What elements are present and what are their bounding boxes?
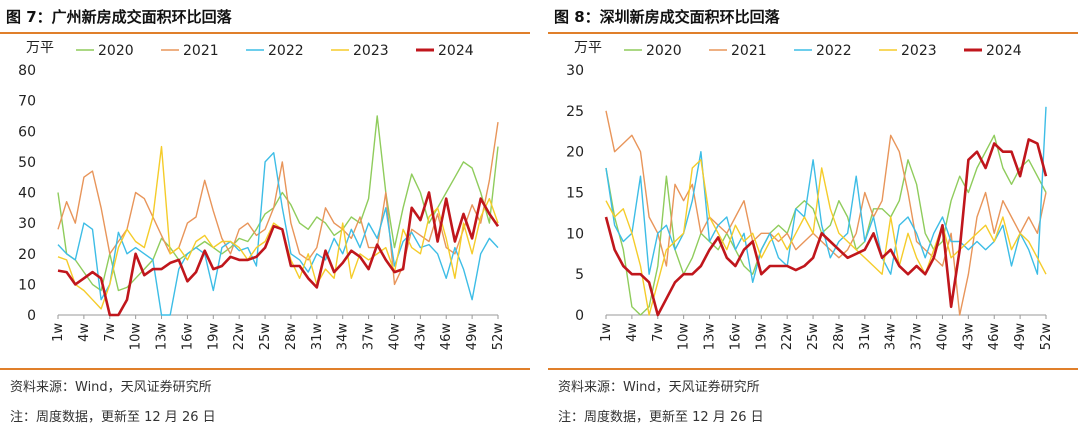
legend-label-2021: 2021 <box>183 43 219 59</box>
legend-label-2021: 2021 <box>731 43 767 59</box>
x-tick-label: 46w <box>439 323 454 351</box>
x-tick-label: 10w <box>129 323 144 351</box>
y-tick-label: 10 <box>18 277 36 293</box>
legend-label-2022: 2022 <box>268 43 304 59</box>
y-tick-label: 70 <box>18 94 36 110</box>
x-tick-label: 43w <box>961 323 976 351</box>
x-tick-label: 37w <box>362 323 377 351</box>
y-tick-label: 20 <box>566 145 584 161</box>
x-tick-label: 28w <box>832 323 847 351</box>
legend-label-2023: 2023 <box>901 43 937 59</box>
series-line-2021 <box>605 110 1047 316</box>
title-divider <box>548 32 1078 34</box>
chart-panel-guangzhou: 图 7：广州新房成交面积环比回落 万平 0 10 20 30 40 50 60 70 80 1w 4w… <box>0 0 530 431</box>
x-tick-label: 19w <box>754 323 769 351</box>
y-tick-label: 10 <box>566 226 584 242</box>
x-tick-label: 13w <box>155 323 170 351</box>
y-tick-label: 5 <box>575 267 584 283</box>
series-line-2023 <box>57 145 499 310</box>
y-tick-label: 0 <box>575 308 584 324</box>
y-tick-label: 40 <box>18 186 36 202</box>
x-tick-label: 34w <box>336 323 351 351</box>
x-tick-label: 1w <box>599 323 614 342</box>
x-tick-label: 16w <box>728 323 743 351</box>
x-tick-label: 28w <box>284 323 299 351</box>
x-tick-label: 25w <box>806 323 821 351</box>
x-tick-label: 34w <box>884 323 899 351</box>
x-tick-label: 1w <box>51 323 66 342</box>
y-tick-label: 30 <box>566 63 584 79</box>
footer-divider <box>548 368 1078 370</box>
title-divider <box>0 32 530 34</box>
y-tick-label: 80 <box>18 63 36 79</box>
update-note: 注：周度数据，更新至 12 月 26 日 <box>10 410 216 425</box>
legend-label-2024: 2024 <box>438 43 474 59</box>
line-chart-guangzhou: 万平 0 10 20 30 40 50 60 70 80 1w 4w 7w 10w 13w 16w 19w 22w… <box>18 40 506 351</box>
footer-divider <box>0 368 530 370</box>
series-line-2024 <box>57 191 500 317</box>
x-tick-label: 31w <box>858 323 873 351</box>
line-chart-shenzhen: 万平 0 5 10 15 20 25 30 1w 4w 7w 10w 13w 16w 19w 22w 25w 28… <box>566 40 1054 351</box>
chart-title: 图 7：广州新房成交面积环比回落 <box>6 8 232 26</box>
y-tick-label: 60 <box>18 124 36 140</box>
x-tick-label: 4w <box>625 323 640 342</box>
x-tick-label: 19w <box>206 323 221 351</box>
source-note: 资料来源：Wind，天风证券研究所 <box>10 380 212 395</box>
legend-label-2020: 2020 <box>98 43 134 59</box>
legend-label-2023: 2023 <box>353 43 389 59</box>
x-tick-label: 10w <box>677 323 692 351</box>
x-tick-label: 4w <box>77 323 92 342</box>
series-line-2022 <box>605 106 1047 284</box>
chart-title: 图 8：深圳新房成交面积环比回落 <box>554 8 780 26</box>
legend-label-2022: 2022 <box>816 43 852 59</box>
legend-label-2024: 2024 <box>986 43 1022 59</box>
y-tick-label: 30 <box>18 216 36 232</box>
x-tick-label: 25w <box>258 323 273 351</box>
legend-label-2020: 2020 <box>646 43 682 59</box>
x-tick-label: 40w <box>935 323 950 351</box>
x-tick-label: 40w <box>387 323 402 351</box>
y-tick-label: 0 <box>27 308 36 324</box>
x-tick-label: 49w <box>1013 323 1028 351</box>
y-tick-label: 20 <box>18 247 36 263</box>
x-tick-label: 22w <box>232 323 247 351</box>
x-tick-label: 52w <box>1039 323 1054 351</box>
y-tick-label: 50 <box>18 155 36 171</box>
x-tick-label: 7w <box>103 323 118 342</box>
y-axis-label: 万平 <box>26 40 54 56</box>
source-note: 资料来源：Wind，天风证券研究所 <box>558 380 760 395</box>
x-tick-label: 49w <box>465 323 480 351</box>
x-tick-label: 31w <box>310 323 325 351</box>
update-note: 注：周度数据，更新至 12 月 26 日 <box>558 410 764 425</box>
x-tick-label: 16w <box>180 323 195 351</box>
series-line-2023 <box>605 159 1047 316</box>
series-line-2024 <box>604 138 1048 317</box>
x-tick-label: 22w <box>780 323 795 351</box>
series-line-2022 <box>57 151 499 316</box>
x-tick-label: 43w <box>413 323 428 351</box>
y-tick-label: 25 <box>566 104 584 120</box>
y-tick-label: 15 <box>566 186 584 202</box>
x-tick-label: 7w <box>651 323 666 342</box>
x-tick-label: 37w <box>910 323 925 351</box>
series-line-2020 <box>605 134 1047 316</box>
x-tick-label: 52w <box>491 323 506 351</box>
y-axis-label: 万平 <box>574 40 602 56</box>
chart-panel-shenzhen: 图 8：深圳新房成交面积环比回落 万平 0 5 10 15 20 25 30 1w 4w 7w 10w… <box>548 0 1078 431</box>
x-tick-label: 13w <box>703 323 718 351</box>
x-tick-label: 46w <box>987 323 1002 351</box>
